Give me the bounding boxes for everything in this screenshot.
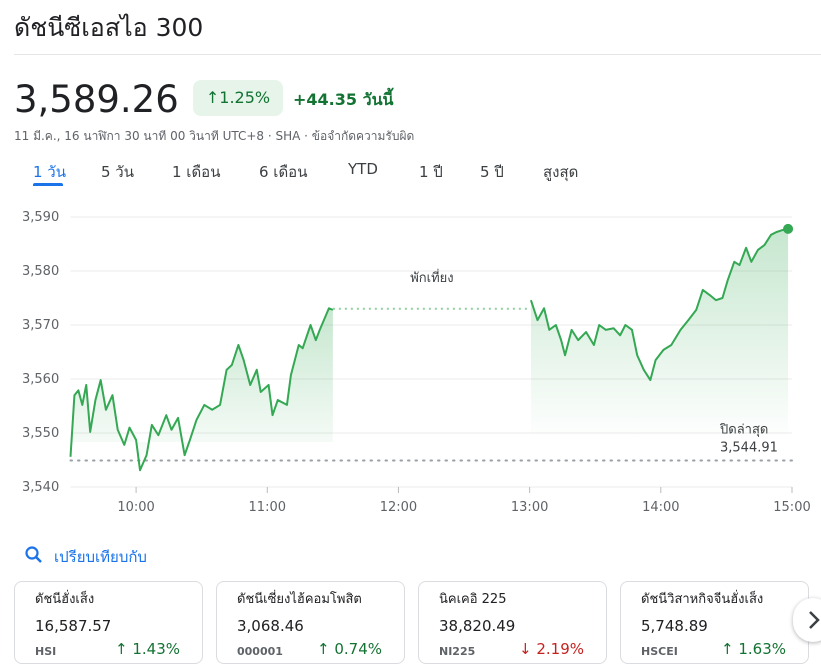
x-tick-label: 15:00	[773, 500, 810, 515]
tab[interactable]: 5 ปี	[480, 163, 504, 181]
x-tick-label: 13:00	[511, 500, 548, 515]
price: 3,589.26	[14, 78, 179, 121]
card-symbol: HSCEI	[641, 645, 678, 658]
last-point	[783, 223, 794, 234]
tab[interactable]: 5 วัน	[101, 163, 134, 181]
change-percent: 1.63%	[738, 640, 786, 658]
card-change: ↓ 2.19%	[519, 640, 584, 658]
compare-link[interactable]: เปรียบเทียบกับ	[54, 548, 147, 566]
x-tick-label: 14:00	[642, 500, 679, 515]
arrow-up: ↑	[317, 640, 335, 658]
chart: 3,540 3,550 3,560 3,570 3,580 3,590 10:00 11:00…	[22, 210, 811, 515]
y-tick-label: 3,550	[22, 426, 59, 441]
y-tick-label: 3,580	[22, 264, 59, 279]
next-button[interactable]	[793, 598, 821, 642]
change-value: +44.35	[293, 90, 358, 109]
change-suffix: วันนี้	[362, 90, 394, 109]
quote-card[interactable]: นิคเคอิ 225 38,820.49 NI225 ↓ 2.19%	[418, 581, 607, 664]
card-symbol: 000001	[237, 645, 283, 658]
card-name: ดัชนีฮั่งเส็ง	[35, 592, 95, 607]
change-percent: 0.74%	[334, 640, 382, 658]
area	[530, 228, 789, 442]
arrow-down: ↓	[519, 640, 537, 658]
arrow-up: ↑	[115, 640, 133, 658]
change-percent: 1.43%	[132, 640, 180, 658]
previous-close-value: 3,544.91	[720, 440, 778, 455]
x-tick-label: 10:00	[117, 500, 154, 515]
quote-card[interactable]: ดัชนีเซี่ยงไฮ้คอมโพสิต 3,068.46 000001 ↑ 0.…	[216, 581, 405, 664]
card-name: นิคเคอิ 225	[439, 592, 507, 607]
card-change: ↑ 0.74%	[317, 640, 382, 658]
quote-card[interactable]: ดัชนีฮั่งเส็ง 16,587.57 HSI ↑ 1.43%	[14, 581, 203, 664]
y-tick-label: 3,570	[22, 318, 59, 333]
next-icon	[809, 611, 820, 629]
y-tick-label: 3,540	[22, 480, 59, 495]
change-badge: ↑1.25%	[193, 80, 283, 116]
search-icon	[25, 546, 42, 563]
price-line	[69, 227, 789, 472]
card-name: ดัชนีวิสาหกิจจีนฮั่งเส็ง	[641, 592, 764, 607]
x-tick-label: 11:00	[249, 500, 286, 515]
card-change: ↑ 1.63%	[721, 640, 786, 658]
previous-close-label: ปิดล่าสุด	[719, 422, 768, 437]
tab[interactable]: 1 เดือน	[172, 163, 221, 181]
change-percent: 1.25%	[219, 88, 271, 107]
tab[interactable]: 6 เดือน	[259, 163, 308, 181]
title: ดัชนีซีเอสไอ 300	[14, 13, 204, 42]
card-name: ดัชนีเซี่ยงไฮ้คอมโพสิต	[237, 592, 362, 607]
meta: 11 มี.ค., 16 นาฬิกา 30 นาที 00 วินาที UT…	[14, 129, 415, 143]
y-tick-label: 3,590	[22, 210, 59, 225]
arrow-up: ↑	[721, 640, 739, 658]
y-tick-label: 3,560	[22, 372, 59, 387]
tab[interactable]: YTD	[348, 160, 378, 178]
card-symbol: HSI	[35, 645, 57, 658]
quote-card[interactable]: ดัชนีวิสาหกิจจีนฮั่งเส็ง 5,748.89 HSCEI ↑ 1…	[620, 581, 809, 664]
x-tick-label: 12:00	[380, 500, 417, 515]
area	[70, 308, 333, 471]
card-symbol: NI225	[439, 645, 476, 658]
break-label: พักเที่ยง	[410, 269, 453, 286]
card-price: 3,068.46	[237, 617, 304, 635]
tab[interactable]: 1 ปี	[419, 163, 443, 181]
change: +44.35 วันนี้	[293, 88, 393, 113]
card-price: 16,587.57	[35, 617, 112, 635]
tab[interactable]: สูงสุด	[543, 163, 579, 181]
card-price: 38,820.49	[439, 617, 516, 635]
divider	[14, 54, 821, 55]
tab-underline	[33, 183, 63, 186]
arrow-up: ↑	[205, 88, 220, 107]
card-change: ↑ 1.43%	[115, 640, 180, 658]
change-percent: 2.19%	[536, 640, 584, 658]
tab[interactable]: 1 วัน	[33, 163, 66, 181]
card-price: 5,748.89	[641, 617, 708, 635]
